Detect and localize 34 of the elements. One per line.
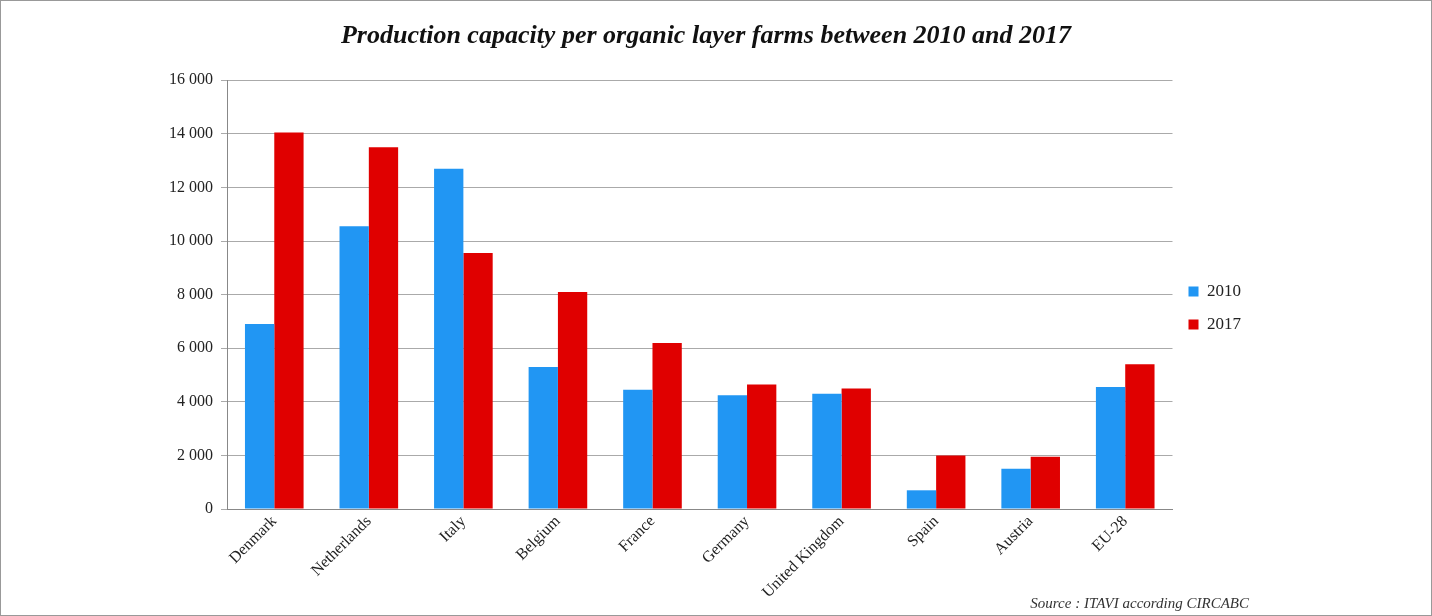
bar — [244, 324, 275, 509]
y-tick-label: 2 000 — [177, 445, 213, 463]
bar — [434, 168, 464, 509]
x-tick-label: Italy — [435, 511, 470, 546]
bar — [652, 342, 682, 509]
source-note: Source : ITAVI according CIRCABC — [1030, 595, 1250, 612]
bar — [1001, 468, 1031, 509]
y-tick-label: 16 000 — [169, 70, 213, 88]
bar — [1125, 364, 1155, 509]
bar — [906, 490, 937, 509]
bar — [339, 226, 369, 509]
y-tick-label: 10 000 — [169, 231, 213, 249]
y-tick-label: 8 000 — [177, 284, 213, 302]
bar — [717, 395, 748, 509]
bar — [936, 455, 966, 509]
bar — [812, 393, 842, 509]
legend-label: 2010 — [1207, 280, 1241, 300]
y-tick-label: 4 000 — [177, 392, 213, 410]
bar — [623, 389, 653, 509]
bar — [528, 367, 558, 509]
bar — [463, 253, 493, 509]
bar — [274, 132, 304, 509]
y-tick-label: 14 000 — [169, 124, 213, 142]
y-tick-label: 6 000 — [177, 338, 213, 356]
bar — [1095, 387, 1126, 509]
bar — [557, 291, 588, 509]
y-tick-label: 0 — [205, 499, 213, 517]
bar — [368, 147, 399, 509]
legend-label: 2017 — [1207, 313, 1242, 333]
y-tick-label: 12 000 — [169, 177, 213, 195]
bar — [747, 384, 777, 509]
chart-title: Production capacity per organic layer farms between 2010 and 2017 — [339, 20, 1073, 50]
bar — [1030, 456, 1060, 509]
bar — [841, 388, 871, 509]
